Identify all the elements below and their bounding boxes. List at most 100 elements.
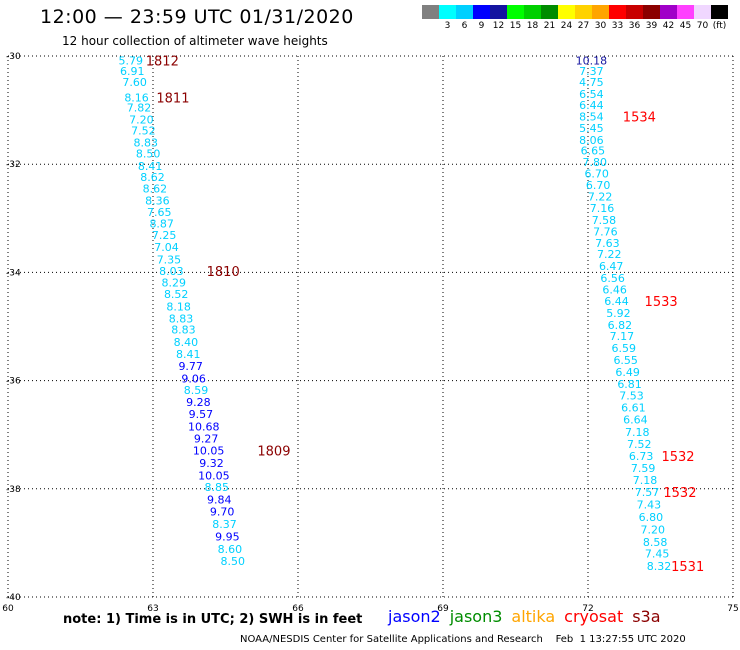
data-point-label: 7.58 (592, 214, 617, 227)
data-point-label: 8.41 (138, 160, 163, 173)
data-point-label: 7.43 (637, 498, 662, 511)
data-point-label: 7.20 (641, 523, 666, 536)
data-point-label: 8.54 (579, 111, 604, 124)
data-point-label: 8.87 (149, 218, 174, 231)
pass-number-label: 1533 (645, 295, 678, 310)
color-swatch (507, 5, 524, 19)
data-point-label: 6.49 (615, 366, 640, 379)
data-point-label: 6.46 (602, 284, 627, 297)
satellite-legend-item: altika (511, 607, 556, 626)
y-tick-label: -38 (6, 485, 21, 495)
data-point-label: 6.73 (629, 450, 654, 463)
data-point-label: 9.77 (178, 360, 203, 373)
data-point-label: 7.04 (154, 241, 179, 254)
data-point-label: 8.52 (164, 288, 189, 301)
data-point-label: 8.50 (136, 147, 161, 160)
data-point-label: 8.83 (171, 324, 196, 337)
color-scale-label: 36 (628, 21, 641, 31)
data-point-label: 10.18 (576, 54, 608, 67)
data-point-label: 7.45 (645, 548, 670, 561)
data-point-label: 6.64 (623, 414, 648, 427)
data-point-label: 8.06 (579, 134, 604, 147)
color-swatch (524, 5, 541, 19)
data-point-label: 7.82 (127, 101, 152, 114)
satellite-legend-item: jason3 (449, 607, 503, 626)
data-point-label: 7.76 (593, 225, 618, 238)
color-scale-label: 24 (560, 21, 573, 31)
data-point-label: 6.56 (600, 272, 625, 285)
color-scale-label: 9 (478, 21, 485, 31)
data-point-label: 6.54 (579, 88, 604, 101)
data-point-label: 9.57 (189, 408, 214, 421)
data-point-label: 8.18 (166, 300, 191, 313)
color-scale-label: 21 (543, 21, 556, 31)
data-point-label: 7.53 (619, 390, 644, 403)
data-point-label: 8.85 (205, 481, 230, 494)
data-point-label: 8.37 (212, 518, 237, 531)
data-point-label: 7.52 (627, 438, 652, 451)
color-swatch (609, 5, 626, 19)
data-point-label: 8.60 (218, 543, 243, 556)
data-point-label: 6.55 (613, 354, 638, 367)
color-swatch (439, 5, 456, 19)
data-point-label: 10.05 (198, 469, 230, 482)
data-point-label: 8.32 (647, 560, 672, 573)
data-point-label: 7.57 (635, 486, 660, 499)
data-point-label: 8.29 (162, 277, 187, 290)
data-point-label: 8.40 (174, 336, 199, 349)
data-point-label: 8.62 (143, 183, 168, 196)
pass-number-label: 1811 (156, 92, 189, 107)
pass-number-label: 1532 (663, 486, 696, 501)
data-point-label: 7.35 (157, 253, 182, 266)
color-scale-label: 3 (444, 21, 451, 31)
data-point-label: 8.36 (145, 194, 170, 207)
data-point-label: 6.47 (599, 260, 624, 273)
data-point-label: 9.84 (207, 494, 232, 507)
y-tick-label: -40 (6, 593, 21, 603)
footer-note: note: 1) Time is in UTC; 2) SWH is in fe… (63, 612, 363, 627)
color-scale-label: 70 (696, 21, 709, 31)
data-point-label: 5.92 (606, 307, 631, 320)
data-point-label: 8.59 (184, 384, 209, 397)
pass-number-label: 1809 (257, 444, 290, 459)
color-scale-label: 27 (577, 21, 590, 31)
color-scale (422, 5, 728, 24)
color-swatch (626, 5, 643, 19)
pass-number-label: 1532 (661, 450, 694, 465)
x-tick-label: 63 (147, 604, 158, 614)
y-tick-label: -36 (6, 377, 21, 387)
color-scale-label: 15 (509, 21, 522, 31)
color-scale-label: 30 (594, 21, 607, 31)
color-scale-label: 33 (611, 21, 624, 31)
color-swatch (677, 5, 694, 19)
data-point-label: 7.18 (625, 426, 650, 439)
color-swatch (592, 5, 609, 19)
color-scale-label: 39 (645, 21, 658, 31)
page-subtitle: 12 hour collection of altimeter wave hei… (62, 34, 328, 48)
y-tick-label: -34 (6, 268, 21, 278)
color-swatch (660, 5, 677, 19)
data-point-label: 4.75 (579, 76, 604, 89)
color-scale-label: 42 (662, 21, 675, 31)
data-point-label: 9.95 (215, 530, 240, 543)
data-point-label: 5.45 (579, 122, 604, 135)
data-point-label: 9.27 (194, 432, 219, 445)
x-tick-label: 60 (2, 604, 14, 614)
pass-number-label: 1531 (671, 560, 704, 575)
data-point-label: 7.63 (595, 237, 620, 250)
color-scale-label: (ft) (712, 21, 727, 31)
data-point-label: 8.58 (643, 536, 668, 549)
color-swatch (643, 5, 660, 19)
data-point-label: 8.83 (134, 137, 159, 150)
data-point-label: 9.32 (199, 457, 224, 470)
x-tick-label: 72 (582, 604, 593, 614)
data-point-label: 6.70 (586, 179, 611, 192)
color-swatch (490, 5, 507, 19)
satellite-legend-item: cryosat (564, 607, 624, 626)
color-swatch (422, 5, 439, 19)
y-tick-label: -32 (6, 160, 21, 170)
pass-number-label: 1812 (146, 54, 179, 69)
satellite-legend-item: s3a (632, 607, 661, 626)
color-swatch (541, 5, 558, 19)
